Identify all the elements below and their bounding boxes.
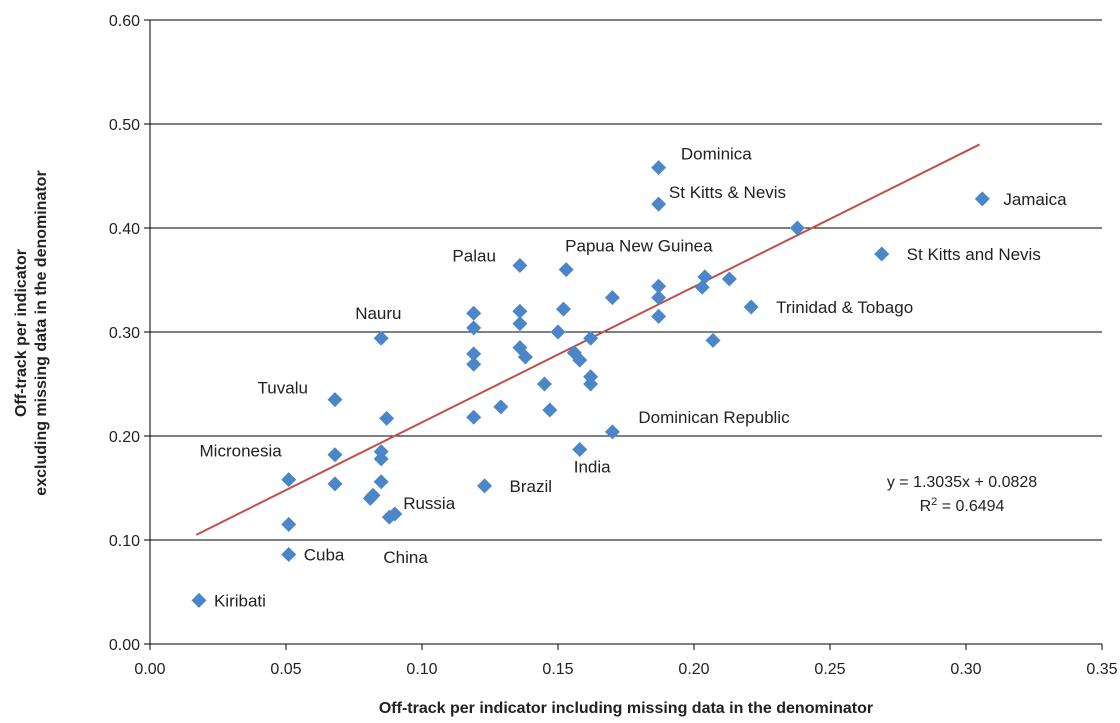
point-label: Trinidad & Tobago <box>776 298 913 317</box>
data-point <box>536 376 552 392</box>
data-point <box>694 279 710 295</box>
r-squared-superscript: 2 <box>931 496 937 508</box>
y-axis-title-line1: Off-track per indicator <box>13 249 30 417</box>
x-tick-label: 0.30 <box>950 661 981 678</box>
data-point <box>373 330 389 346</box>
y-tick-label: 0.20 <box>109 429 140 446</box>
data-point <box>743 299 759 315</box>
point-label: Tuvalu <box>258 379 308 398</box>
data-point <box>651 290 667 306</box>
data-point <box>874 246 890 262</box>
tick-labels: 0.00 0.10 0.20 0.30 0.40 0.50 0.60 0.00 0.05 0.10… <box>109 13 1118 678</box>
point-label: St Kitts & Nevis <box>669 183 786 202</box>
data-point <box>191 592 207 608</box>
data-point <box>572 442 588 458</box>
point-label: China <box>383 548 428 567</box>
data-point <box>651 308 667 324</box>
point-label: St Kitts and Nevis <box>907 245 1041 264</box>
data-point <box>651 160 667 176</box>
trendline-equation-text: y = 1.3035x + 0.0828 <box>887 474 1037 491</box>
r-squared-value: = 0.6494 <box>937 498 1004 515</box>
data-point <box>572 352 588 368</box>
point-label: Jamaica <box>1003 190 1067 209</box>
data-point <box>373 474 389 490</box>
data-point <box>373 444 389 460</box>
y-tick-label: 0.00 <box>109 637 140 654</box>
point-labels: Dominica St Kitts & Nevis Jamaica Papua New… <box>200 145 1068 611</box>
data-point <box>466 356 482 372</box>
grid-lines <box>150 19 1102 541</box>
data-point <box>379 410 395 426</box>
point-label: Dominican Republic <box>638 408 790 427</box>
data-point <box>542 402 558 418</box>
y-tick-label: 0.40 <box>109 221 140 238</box>
data-point <box>651 196 667 212</box>
data-point <box>387 506 403 522</box>
r-squared-text: R2 = 0.6494 <box>920 496 1005 515</box>
x-tick-label: 0.25 <box>814 661 845 678</box>
data-point <box>555 301 571 317</box>
x-tick-label: 0.05 <box>270 661 301 678</box>
data-point <box>466 305 482 321</box>
data-point <box>281 516 297 532</box>
data-point <box>583 330 599 346</box>
point-label: Nauru <box>355 304 401 323</box>
data-point <box>466 409 482 425</box>
point-label: Kiribati <box>214 591 266 610</box>
data-point <box>651 278 667 294</box>
data-point <box>281 547 297 563</box>
data-point <box>604 290 620 306</box>
data-point <box>604 424 620 440</box>
r-squared-prefix: R <box>920 498 932 515</box>
data-point <box>512 257 528 273</box>
data-point <box>477 478 493 494</box>
data-points <box>191 160 990 608</box>
x-tick-label: 0.10 <box>406 661 437 678</box>
data-point <box>512 316 528 332</box>
y-tick-label: 0.60 <box>109 13 140 30</box>
data-point <box>974 191 990 207</box>
data-point <box>705 332 721 348</box>
axes <box>144 19 1103 650</box>
data-point <box>466 320 482 336</box>
point-label: Papua New Guinea <box>565 237 713 256</box>
y-tick-label: 0.30 <box>109 325 140 342</box>
point-label: Brazil <box>510 477 553 496</box>
data-point <box>281 472 297 488</box>
point-label: Micronesia <box>200 442 283 461</box>
data-point <box>517 349 533 365</box>
data-point <box>365 487 381 503</box>
data-point <box>583 369 599 385</box>
data-point <box>327 476 343 492</box>
y-axis-title-line2: excluding missing data in the denominato… <box>33 170 50 495</box>
data-point <box>789 220 805 236</box>
y-tick-label: 0.50 <box>109 117 140 134</box>
data-point <box>327 392 343 408</box>
point-label: Palau <box>452 246 495 265</box>
data-point <box>493 399 509 415</box>
y-axis-title: Off-track per indicator excluding missin… <box>13 170 50 495</box>
point-label: Dominica <box>681 145 752 164</box>
data-point <box>558 262 574 278</box>
y-tick-label: 0.10 <box>109 533 140 550</box>
data-point <box>550 324 566 340</box>
x-axis-title: Off-track per indicator including missin… <box>379 700 873 717</box>
x-tick-label: 0.35 <box>1086 661 1117 678</box>
point-label: Russia <box>403 494 456 513</box>
data-point <box>466 346 482 362</box>
x-tick-label: 0.20 <box>678 661 709 678</box>
x-tick-label: 0.15 <box>542 661 573 678</box>
point-label: Cuba <box>304 546 345 565</box>
trendline-equation: y = 1.3035x + 0.0828 R2 = 0.6494 <box>887 474 1037 515</box>
data-point <box>697 269 713 285</box>
data-point <box>512 303 528 319</box>
point-label: India <box>574 458 611 477</box>
x-tick-label: 0.00 <box>134 661 165 678</box>
data-point <box>327 447 343 463</box>
data-point <box>721 271 737 287</box>
